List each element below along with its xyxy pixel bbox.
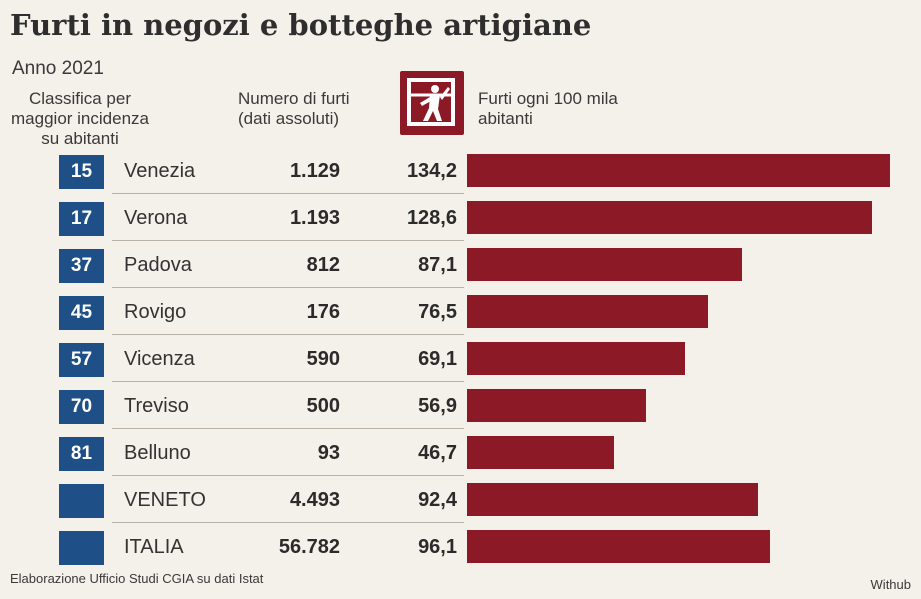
rank-badge: 15 bbox=[59, 155, 104, 189]
rank-badge: 57 bbox=[59, 343, 104, 377]
absolute-value: 1.193 bbox=[289, 207, 340, 229]
bar bbox=[467, 530, 770, 563]
row-divider bbox=[112, 334, 464, 335]
bar bbox=[467, 201, 872, 234]
rate-label: 56,9 bbox=[418, 395, 457, 417]
category-label: Belluno bbox=[124, 442, 191, 464]
table-row: 37 Padova 812 87,1 bbox=[0, 244, 921, 290]
absolute-value: 590 bbox=[306, 348, 340, 370]
table-row: 81 Belluno 93 46,7 bbox=[0, 432, 921, 478]
rate-label: 76,5 bbox=[418, 301, 457, 323]
bar bbox=[467, 154, 890, 187]
credit-note: Withub bbox=[870, 577, 911, 592]
category-label: Treviso bbox=[124, 395, 189, 417]
category-label: Vicenza bbox=[124, 348, 195, 370]
category-label: Rovigo bbox=[124, 301, 187, 323]
bar bbox=[467, 436, 614, 469]
absolute-value: 56.782 bbox=[278, 536, 340, 558]
rank-badge: 37 bbox=[59, 249, 104, 283]
bar bbox=[467, 342, 685, 375]
row-divider bbox=[112, 240, 464, 241]
row-divider bbox=[112, 428, 464, 429]
bar bbox=[467, 389, 646, 422]
chart-subtitle: Anno 2021 bbox=[12, 58, 104, 79]
category-label: Padova bbox=[124, 254, 192, 276]
rate-label: 69,1 bbox=[418, 348, 457, 370]
bar bbox=[467, 248, 742, 281]
row-divider bbox=[112, 522, 464, 523]
rank-badge: 45 bbox=[59, 296, 104, 330]
rate-label: 87,1 bbox=[418, 254, 457, 276]
bar bbox=[467, 295, 708, 328]
absolute-value: 93 bbox=[317, 442, 340, 464]
chart-title: Furti in negozi e botteghe artigiane bbox=[10, 8, 592, 42]
row-divider bbox=[112, 381, 464, 382]
header-rank: Classifica per maggior incidenza su abit… bbox=[11, 89, 149, 148]
header-rate: Furti ogni 100 mila abitanti bbox=[478, 89, 618, 128]
row-divider bbox=[112, 193, 464, 194]
bar bbox=[467, 483, 758, 516]
rate-label: 134,2 bbox=[406, 160, 457, 182]
rank-badge bbox=[59, 484, 104, 518]
rank-badge: 81 bbox=[59, 437, 104, 471]
absolute-value: 812 bbox=[306, 254, 340, 276]
table-row: ITALIA 56.782 96,1 bbox=[0, 526, 921, 572]
category-label: VENETO bbox=[124, 489, 206, 511]
rank-badge: 17 bbox=[59, 202, 104, 236]
absolute-value: 1.129 bbox=[289, 160, 340, 182]
thief-icon bbox=[400, 71, 464, 135]
table-row: 70 Treviso 500 56,9 bbox=[0, 385, 921, 431]
absolute-value: 500 bbox=[306, 395, 340, 417]
table-row: VENETO 4.493 92,4 bbox=[0, 479, 921, 525]
category-label: ITALIA bbox=[124, 536, 184, 558]
header-absolute: Numero di furti (dati assoluti) bbox=[238, 89, 350, 128]
table-row: 17 Verona 1.193 128,6 bbox=[0, 197, 921, 243]
absolute-value: 4.493 bbox=[289, 489, 340, 511]
row-divider bbox=[112, 287, 464, 288]
category-label: Venezia bbox=[124, 160, 196, 182]
rate-label: 96,1 bbox=[418, 536, 457, 558]
rank-badge bbox=[59, 531, 104, 565]
rate-label: 128,6 bbox=[406, 207, 457, 229]
row-divider bbox=[112, 475, 464, 476]
table-row: 45 Rovigo 176 76,5 bbox=[0, 291, 921, 337]
rank-badge: 70 bbox=[59, 390, 104, 424]
category-label: Verona bbox=[124, 207, 188, 229]
source-note: Elaborazione Ufficio Studi CGIA su dati … bbox=[10, 571, 264, 586]
rate-label: 92,4 bbox=[418, 489, 457, 511]
table-row: 15 Venezia 1.129 134,2 bbox=[0, 150, 921, 196]
rate-label: 46,7 bbox=[418, 442, 457, 464]
absolute-value: 176 bbox=[306, 301, 340, 323]
table-row: 57 Vicenza 590 69,1 bbox=[0, 338, 921, 384]
